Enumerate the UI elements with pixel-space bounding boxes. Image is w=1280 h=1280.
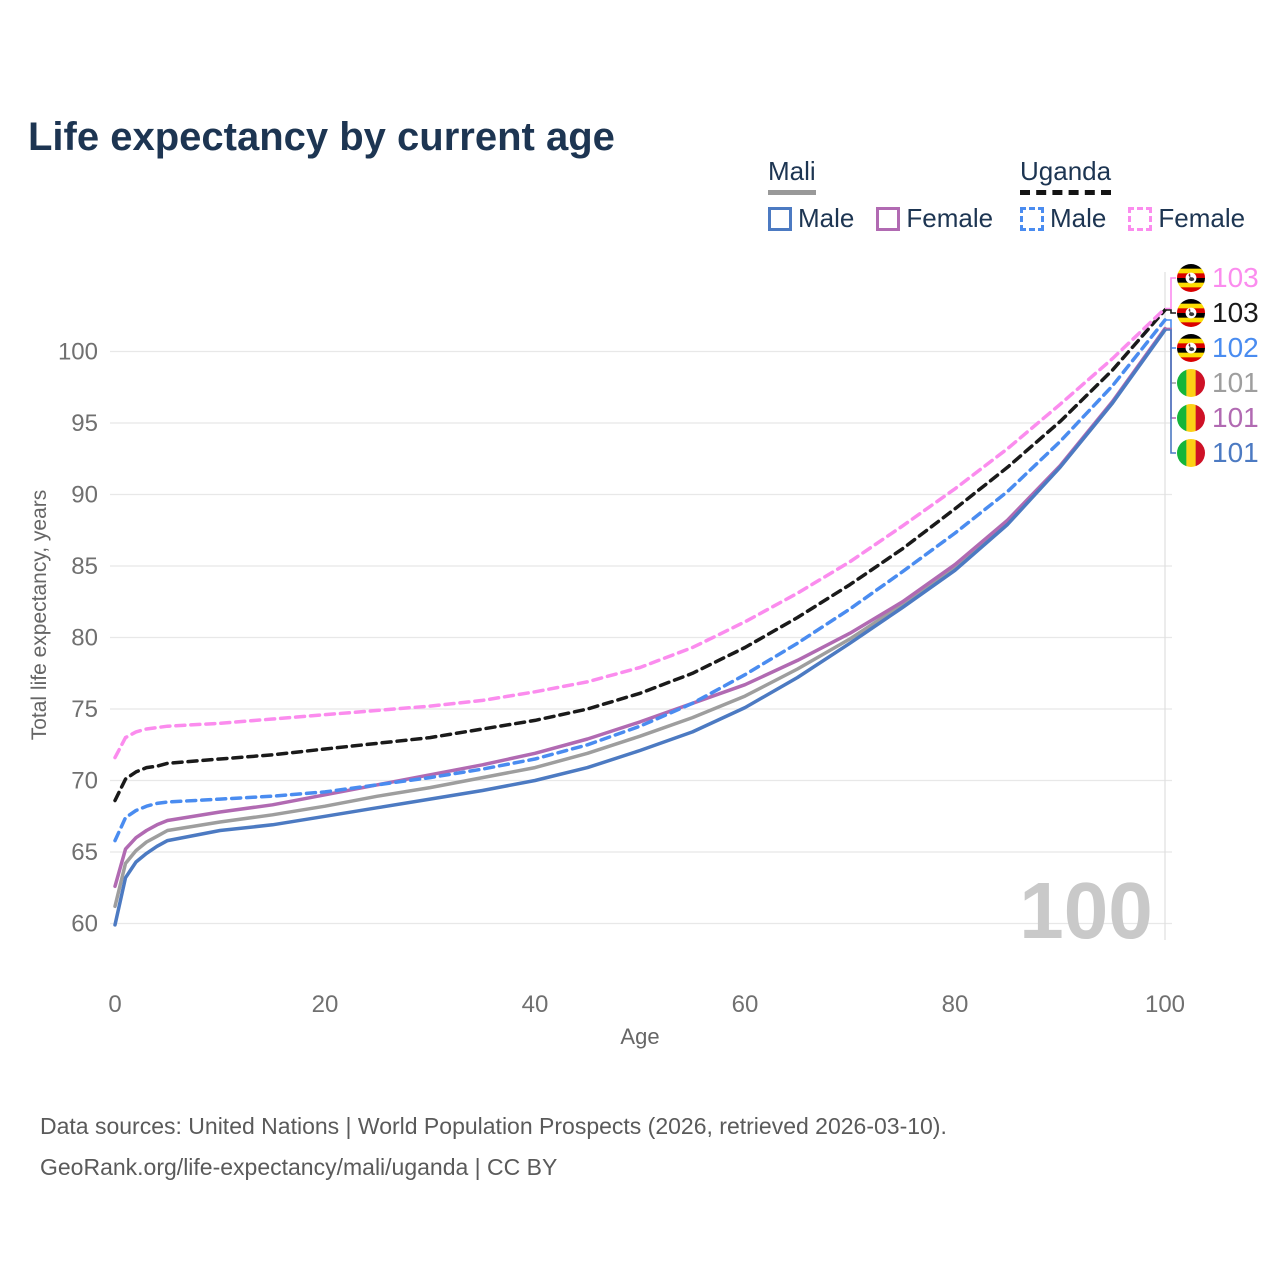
x-tick-label-0: 0 — [108, 991, 121, 1018]
mali-male-swatch-icon — [768, 206, 792, 231]
mali-flag-icon — [1177, 369, 1205, 397]
series-line-uganda-male[interactable] — [113, 318, 1167, 843]
legend-mali-male-label: Male — [798, 203, 855, 233]
legend-mali-female[interactable]: Female — [876, 203, 993, 234]
mali-female-swatch-icon — [876, 206, 901, 231]
uganda-female-swatch-icon — [1128, 206, 1153, 231]
leader-line-uganda-total — [1165, 309, 1176, 314]
uganda-flag-icon — [1177, 334, 1205, 362]
y-tick-label-75: 75 — [71, 696, 98, 723]
end-value-label-mali-total: 101 — [1212, 367, 1259, 398]
mali-flag-icon — [1177, 439, 1205, 467]
legend-mali-header[interactable]: Mali — [768, 156, 816, 195]
series-line-mali-total[interactable] — [113, 326, 1167, 909]
y-tick-label-90: 90 — [71, 482, 98, 509]
legend-uganda-female[interactable]: Female — [1128, 203, 1245, 234]
legend-uganda-header[interactable]: Uganda — [1020, 156, 1112, 195]
x-axis-title: Age — [620, 1024, 659, 1049]
legend-uganda-male[interactable]: Male — [1020, 203, 1106, 234]
hover-age-watermark: 100 — [1019, 866, 1152, 955]
y-tick-label-70: 70 — [71, 768, 98, 795]
x-tick-label-20: 20 — [312, 991, 339, 1018]
series-line-uganda-total[interactable] — [113, 308, 1167, 803]
end-value-label-uganda-male: 102 — [1212, 332, 1259, 363]
y-tick-label-85: 85 — [71, 553, 98, 580]
series-line-uganda-female[interactable] — [113, 306, 1167, 760]
series-line-mali-male[interactable] — [113, 328, 1167, 927]
y-tick-label-80: 80 — [71, 625, 98, 652]
footer-citation-link[interactable]: GeoRank.org/life-expectancy/mali/uganda … — [40, 1154, 558, 1180]
end-value-label-mali-female: 101 — [1212, 402, 1259, 433]
y-tick-label-60: 60 — [71, 911, 98, 938]
y-tick-label-65: 65 — [71, 839, 98, 866]
series-line-mali-female[interactable] — [113, 326, 1167, 889]
legend-group-uganda: Uganda Male Female — [1020, 156, 1267, 234]
leader-line-mali-male — [1165, 329, 1176, 454]
page-title: Life expectancy by current age — [28, 114, 615, 159]
x-tick-label-100: 100 — [1145, 991, 1185, 1018]
x-tick-label-80: 80 — [942, 991, 969, 1018]
legend-mali-female-label: Female — [906, 203, 994, 233]
mali-flag-icon — [1177, 404, 1205, 432]
end-value-label-uganda-total: 103 — [1212, 297, 1259, 328]
uganda-male-swatch-icon — [1020, 206, 1044, 231]
footer-data-sources: Data sources: United Nations | World Pop… — [40, 1113, 947, 1139]
legend-uganda-male-label: Male — [1050, 203, 1107, 233]
y-tick-label-95: 95 — [71, 410, 98, 437]
x-tick-label-40: 40 — [522, 991, 549, 1018]
legend-uganda-female-label: Female — [1158, 203, 1246, 233]
legend-group-mali: Mali Male Female — [768, 156, 1015, 234]
end-value-label-mali-male: 101 — [1212, 437, 1259, 468]
y-tick-label-100: 100 — [58, 339, 98, 366]
x-tick-label-60: 60 — [732, 991, 759, 1018]
legend-mali-male[interactable]: Male — [768, 203, 854, 234]
uganda-flag-icon — [1177, 264, 1205, 292]
uganda-flag-icon — [1177, 299, 1205, 327]
end-value-label-uganda-female: 103 — [1212, 262, 1259, 293]
y-axis-title: Total life expectancy, years — [28, 490, 51, 741]
leader-line-uganda-female — [1165, 277, 1176, 310]
footer-attribution: Data sources: United Nations | World Pop… — [40, 1106, 947, 1188]
